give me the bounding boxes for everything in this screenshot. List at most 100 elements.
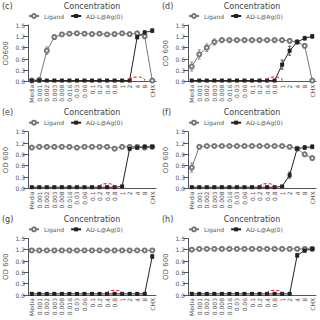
svg-text:0.3: 0.3 [15,67,25,74]
svg-text:0.4: 0.4 [264,191,271,201]
svg-text:1.2: 1.2 [175,33,185,40]
svg-text:1.2: 1.2 [15,246,25,253]
svg-text:0.001: 0.001 [36,298,43,315]
svg-text:4: 4 [134,298,141,302]
svg-text:0.0: 0.0 [15,78,25,85]
svg-text:0.1: 0.1 [89,298,96,308]
svg-text:0.1: 0.1 [249,84,256,94]
svg-text:8: 8 [141,298,148,302]
svg-text:0.06: 0.06 [241,298,248,312]
svg-text:(f): (f) [162,108,171,117]
svg-text:0.9: 0.9 [175,44,185,51]
svg-text:(d): (d) [162,2,173,11]
svg-text:0.03: 0.03 [233,298,240,312]
svg-text:1.5: 1.5 [15,128,25,135]
svg-text:0.8: 0.8 [111,84,118,94]
svg-text:0.0: 0.0 [15,185,25,192]
svg-text:Media: Media [188,298,195,316]
svg-text:0.06: 0.06 [241,191,248,205]
svg-text:1: 1 [119,191,126,195]
svg-text:0.2: 0.2 [256,191,263,201]
svg-text:0.3: 0.3 [15,280,25,287]
svg-text:Media: Media [188,191,195,209]
svg-text:2: 2 [286,298,293,302]
svg-text:0.9: 0.9 [15,258,25,265]
svg-text:OD 600: OD 600 [162,253,170,280]
svg-text:0.008: 0.008 [58,298,65,315]
svg-text:8: 8 [301,191,308,195]
svg-text:0.008: 0.008 [58,191,65,208]
svg-text:1: 1 [279,84,286,88]
svg-text:0.002: 0.002 [43,191,50,208]
svg-text:Ligand: Ligand [44,13,64,21]
svg-text:4: 4 [294,298,301,302]
svg-text:AD-L@Ag(0): AD-L@Ag(0) [86,226,123,234]
svg-text:0.4: 0.4 [264,84,271,94]
svg-text:OD 600: OD 600 [2,253,10,280]
svg-text:1.5: 1.5 [175,22,185,29]
svg-text:0.003: 0.003 [51,84,58,101]
svg-text:Ligand: Ligand [204,119,224,127]
svg-text:8: 8 [141,191,148,195]
svg-text:(h): (h) [162,215,173,224]
svg-text:0.06: 0.06 [241,84,248,98]
svg-text:0.06: 0.06 [81,191,88,205]
svg-text:1.2: 1.2 [15,140,25,147]
svg-text:AD-L@Ag(0): AD-L@Ag(0) [246,119,283,127]
svg-text:0.001: 0.001 [196,298,203,315]
svg-text:0.016: 0.016 [226,191,233,208]
svg-text:Concentration: Concentration [64,2,121,11]
svg-text:AD-L@Ag(0): AD-L@Ag(0) [86,13,123,21]
svg-text:0.008: 0.008 [218,191,225,208]
svg-text:0.9: 0.9 [15,44,25,51]
svg-text:0.03: 0.03 [73,84,80,98]
svg-text:0.4: 0.4 [264,298,271,308]
svg-text:0.008: 0.008 [58,84,65,101]
svg-text:0.6: 0.6 [175,162,185,169]
svg-text:Ligand: Ligand [44,226,64,234]
svg-text:0.3: 0.3 [175,67,185,74]
svg-text:Ligand: Ligand [204,13,224,21]
svg-text:CHX: CHX [149,191,156,204]
svg-text:Media: Media [28,191,35,209]
svg-text:0.008: 0.008 [218,298,225,315]
svg-text:0.001: 0.001 [36,84,43,101]
svg-text:Concentration: Concentration [224,108,281,117]
svg-text:CHX: CHX [309,85,316,98]
svg-text:0.0: 0.0 [175,185,185,192]
svg-text:1.5: 1.5 [175,235,185,242]
svg-text:1.2: 1.2 [15,33,25,40]
svg-text:(c): (c) [2,2,13,11]
svg-text:0.001: 0.001 [196,84,203,101]
svg-text:0.9: 0.9 [15,151,25,158]
svg-text:(g): (g) [2,215,13,224]
svg-text:0.1: 0.1 [249,298,256,308]
svg-text:Ligand: Ligand [204,226,224,234]
svg-text:1.5: 1.5 [15,235,25,242]
svg-text:0.8: 0.8 [271,84,278,94]
svg-text:Concentration: Concentration [64,108,121,117]
svg-text:2: 2 [126,191,133,195]
svg-text:0.2: 0.2 [96,84,103,94]
svg-text:0.4: 0.4 [104,298,111,308]
svg-text:0.6: 0.6 [175,269,185,276]
svg-text:0.3: 0.3 [175,280,185,287]
svg-text:Media: Media [28,298,35,316]
svg-text:0.002: 0.002 [43,298,50,315]
svg-text:0.0: 0.0 [175,292,185,299]
svg-text:8: 8 [141,84,148,88]
svg-text:0.003: 0.003 [51,298,58,315]
svg-text:0.001: 0.001 [36,191,43,208]
svg-text:0.03: 0.03 [73,191,80,205]
svg-text:2: 2 [126,298,133,302]
svg-text:0.06: 0.06 [81,298,88,312]
svg-text:OD 600: OD 600 [162,147,170,174]
svg-text:AD-L@Ag(0): AD-L@Ag(0) [86,119,123,127]
svg-text:1: 1 [119,298,126,302]
svg-text:0.016: 0.016 [226,298,233,315]
svg-text:0.8: 0.8 [111,298,118,308]
svg-text:CHX: CHX [309,191,316,204]
svg-text:2: 2 [286,84,293,88]
svg-text:0.2: 0.2 [96,298,103,308]
svg-text:Media: Media [28,84,35,102]
